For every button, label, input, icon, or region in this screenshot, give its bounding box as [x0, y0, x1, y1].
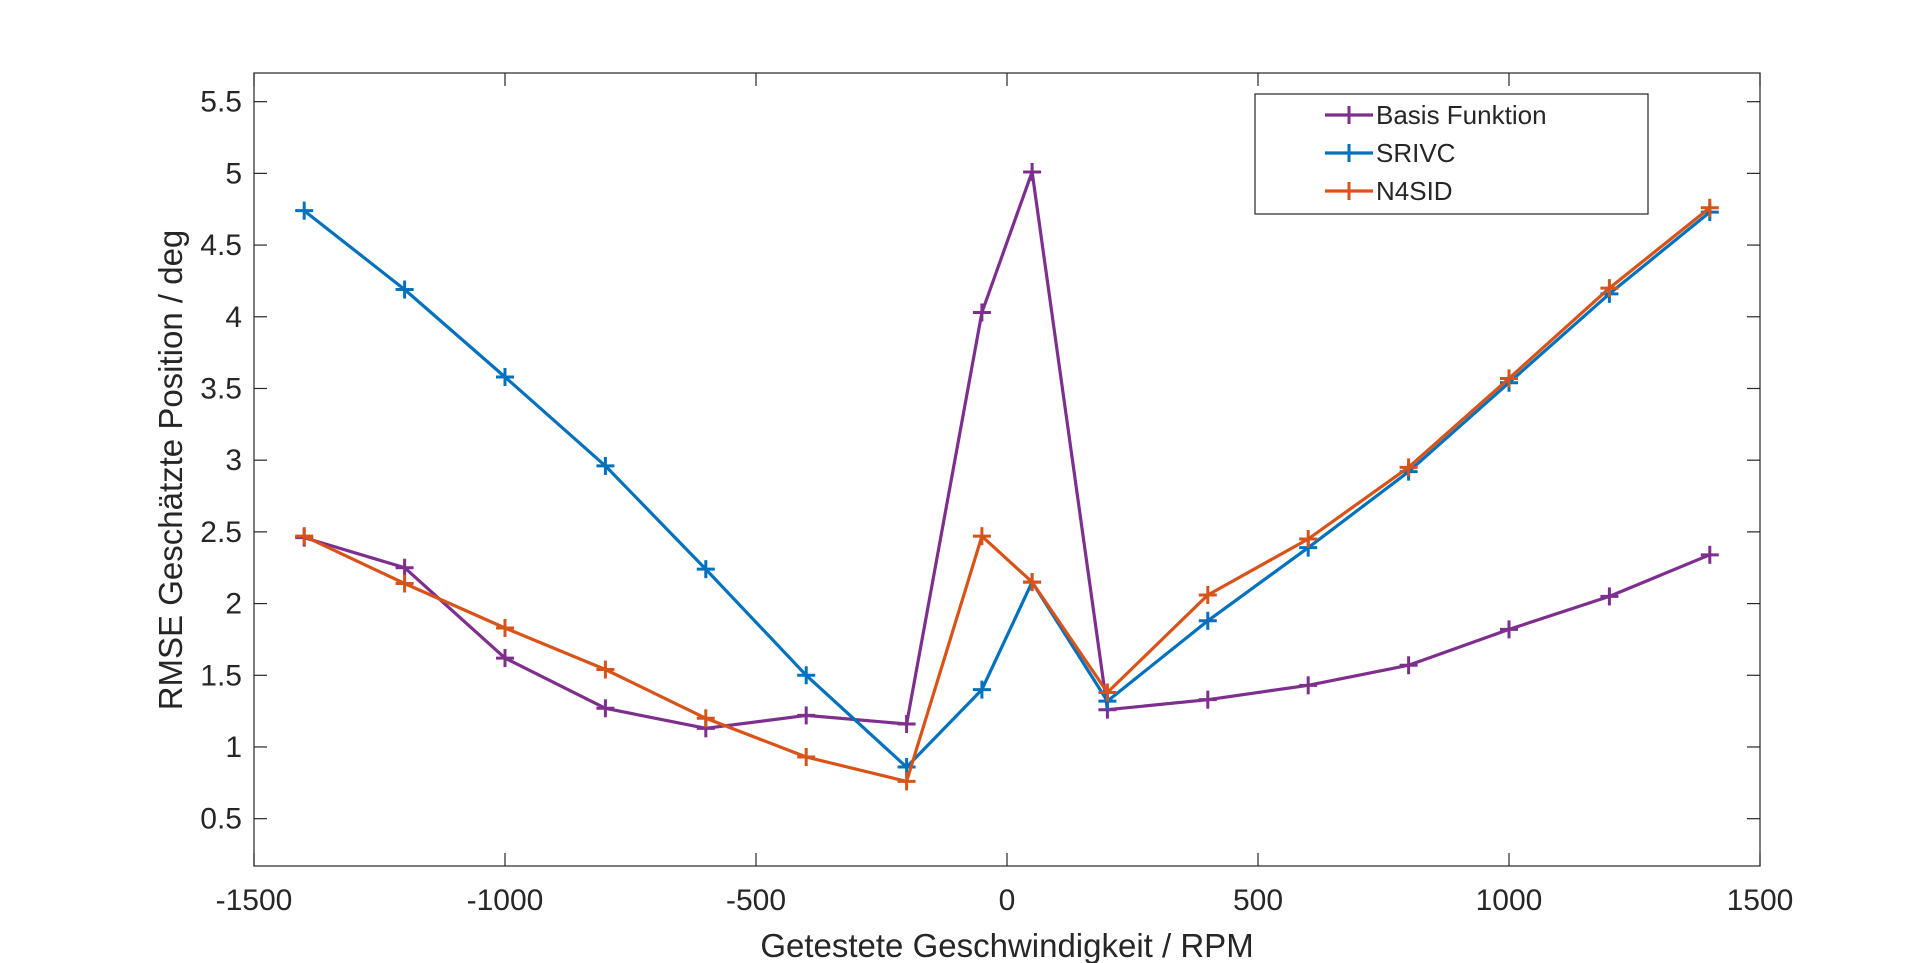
x-tick-label: -500 [726, 884, 786, 917]
data-point [797, 666, 816, 685]
legend-swatch-marker [1340, 182, 1358, 200]
data-point [1700, 198, 1719, 217]
data-point [897, 772, 916, 791]
data-point [1399, 656, 1418, 675]
x-axis-label: Getestete Geschwindigkeit / RPM [760, 927, 1253, 963]
data-point [596, 699, 615, 718]
y-tick-label: 1.5 [200, 659, 242, 692]
data-point [1299, 530, 1318, 549]
data-point [1600, 587, 1619, 606]
data-point [972, 303, 991, 322]
data-point [696, 560, 715, 579]
data-point [295, 201, 314, 220]
data-point [972, 680, 991, 699]
y-tick-label: 3.5 [200, 372, 242, 405]
x-tick-label: -1000 [467, 884, 544, 917]
y-tick-label: 2.5 [200, 516, 242, 549]
data-point [1500, 620, 1518, 639]
y-tick-label: 5.5 [200, 86, 242, 119]
data-point [1198, 585, 1217, 604]
x-tick-label: 500 [1233, 884, 1283, 917]
data-point [696, 709, 715, 728]
data-point [1023, 162, 1042, 181]
data-point [797, 706, 816, 725]
data-point [1500, 369, 1518, 388]
y-tick-label: 3 [225, 444, 242, 477]
y-tick-label: 4.5 [200, 229, 242, 262]
x-tick-label: -1500 [216, 884, 293, 917]
data-point [295, 527, 314, 546]
data-point [496, 618, 514, 637]
legend-label: Basis Funktion [1376, 100, 1547, 130]
data-point [596, 660, 615, 679]
series-line [303, 209, 1711, 769]
y-tick-label: 5 [225, 157, 242, 190]
data-point [972, 527, 991, 546]
y-tick-label: 4 [225, 301, 242, 334]
series-3 [295, 198, 1719, 791]
y-axis-label: RMSE Geschätzte Position / deg [152, 230, 189, 711]
data-point [496, 649, 514, 668]
legend-item: Basis Funktion [1325, 100, 1547, 130]
legend-box [1254, 93, 1649, 215]
data-point [496, 368, 514, 387]
data-point [797, 748, 816, 767]
legend-items: Basis Funktion SRIVC N4SID [1325, 100, 1547, 206]
data-point [1700, 545, 1719, 564]
data-point [395, 574, 414, 593]
data-point [897, 715, 916, 734]
data-point [1299, 676, 1318, 695]
data-point [1198, 690, 1217, 709]
legend-item: SRIVC [1325, 138, 1455, 168]
data-point [1600, 279, 1619, 298]
legend-swatch-marker [1340, 144, 1358, 162]
data-point [596, 456, 615, 475]
legend-swatch-marker [1340, 106, 1358, 124]
series-layer [295, 162, 1719, 791]
x-tick-label: 1000 [1476, 884, 1543, 917]
legend-label: N4SID [1376, 176, 1453, 206]
series-line [303, 206, 1711, 784]
x-axis-ticks: -1500 -1000 -500 0 500 1000 1500 [216, 73, 1794, 917]
data-point [1399, 458, 1418, 477]
data-point [1198, 611, 1217, 630]
y-tick-label: 1 [225, 731, 242, 764]
y-axis-ticks: 0.5 1 1.5 2 2.5 3 3.5 4 4.5 5 5.5 [200, 86, 1760, 836]
data-point [1098, 683, 1117, 702]
legend: Basis Funktion SRIVC N4SID [1254, 93, 1649, 215]
legend-label: SRIVC [1376, 138, 1455, 168]
legend-item: N4SID [1325, 176, 1453, 206]
series-line [303, 170, 1711, 730]
x-tick-label: 0 [999, 884, 1016, 917]
y-tick-label: 0.5 [200, 803, 242, 836]
x-tick-label: 1500 [1727, 884, 1794, 917]
data-point [395, 558, 414, 577]
y-tick-label: 2 [225, 588, 242, 621]
data-point [1023, 573, 1042, 592]
data-point [395, 280, 414, 299]
